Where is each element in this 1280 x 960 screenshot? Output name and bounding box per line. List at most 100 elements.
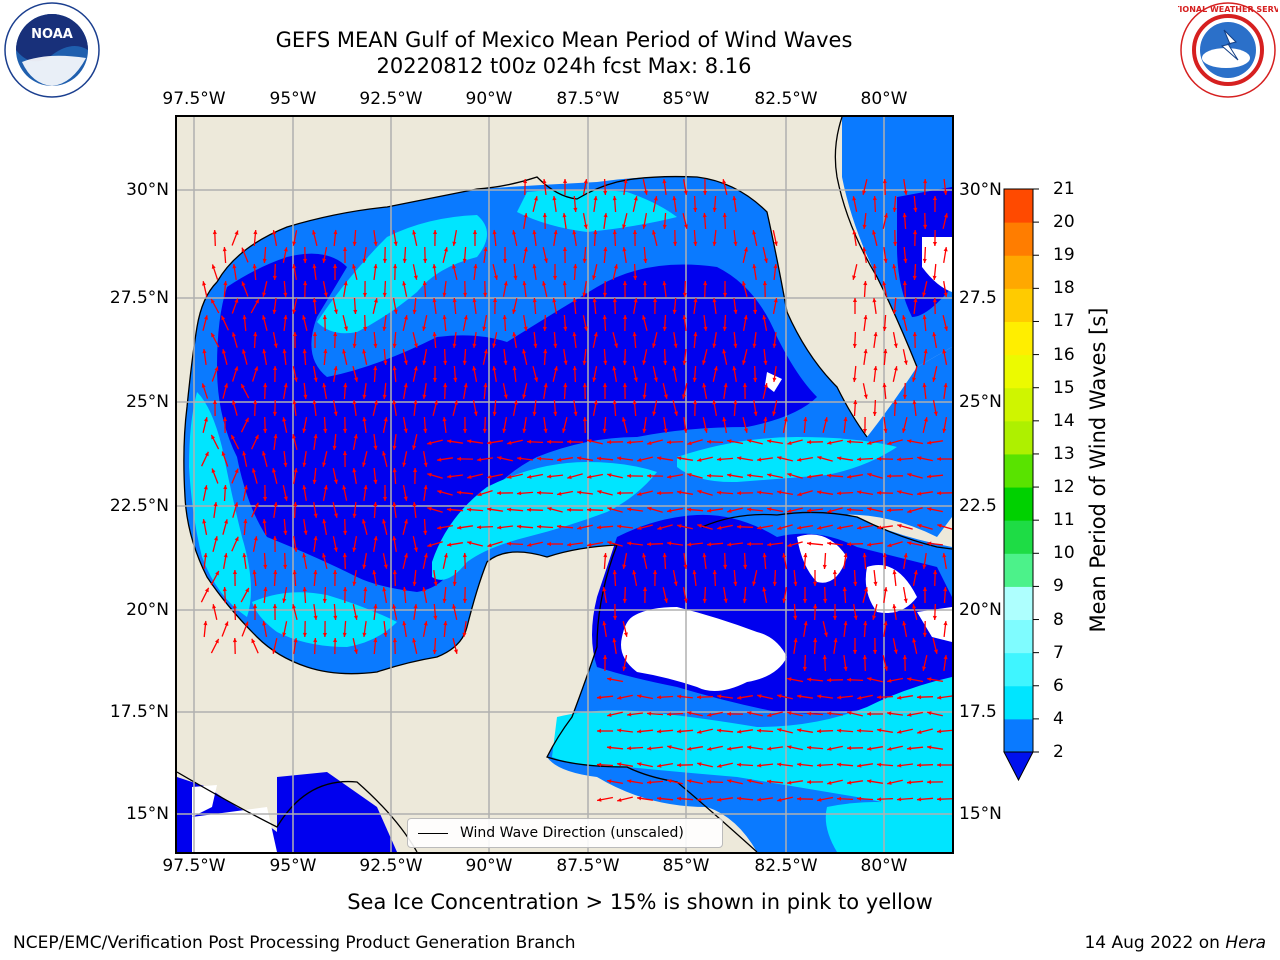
wave-direction-arrowhead [617, 762, 622, 767]
wave-direction-arrowhead [333, 230, 338, 235]
wave-direction-arrowhead [507, 507, 512, 512]
wave-direction-arrowhead [887, 711, 892, 716]
wave-direction-arrowhead [717, 797, 722, 802]
wave-direction-arrowhead [323, 292, 328, 297]
wave-direction-arrowhead [803, 417, 808, 422]
wave-direction-arrowhead [302, 632, 307, 637]
wave-direction-arrowhead [783, 417, 788, 422]
wave-direction-arrowhead [807, 440, 812, 445]
wave-direction-arrowhead [807, 780, 811, 785]
wave-direction-arrowhead [382, 587, 387, 592]
wave-direction-arrowhead [943, 587, 948, 592]
wave-direction-arrowhead [603, 190, 608, 195]
wave-direction-arrowhead [837, 491, 842, 496]
wave-direction-arrowhead [293, 502, 298, 507]
wave-direction-arrowhead [393, 241, 398, 246]
wave-direction-arrowhead [221, 451, 226, 456]
wave-direction-arrowhead [607, 473, 612, 478]
colorbar-tick-label: 15 [1053, 377, 1075, 398]
wave-direction-arrowhead [463, 383, 468, 388]
wave-direction-arrowhead [747, 542, 751, 547]
wave-direction-arrowhead [817, 729, 822, 734]
wave-direction-arrowhead [572, 332, 577, 337]
wave-direction-arrowhead [434, 400, 438, 405]
wave-direction-arrowhead [333, 638, 338, 642]
wave-direction-arrowhead [852, 343, 857, 348]
wave-direction-arrowhead [344, 326, 348, 331]
wave-direction-arrowhead [702, 553, 707, 558]
wave-direction-arrowhead [727, 473, 732, 478]
footer-credit: NCEP/EMC/Verification Post Processing Pr… [13, 933, 576, 953]
wave-direction-arrowhead [283, 496, 288, 501]
wave-direction-arrowhead [342, 632, 347, 637]
wave-direction-arrowhead [877, 762, 882, 767]
wave-direction-arrowhead [353, 434, 358, 439]
wave-direction-arrowhead [352, 581, 357, 586]
wave-direction-arrowhead [613, 616, 618, 620]
wave-direction-arrowhead [892, 264, 897, 269]
wave-direction-arrowhead [587, 474, 592, 479]
wave-direction-arrowhead [632, 332, 637, 337]
wave-direction-arrowhead [852, 377, 857, 382]
wave-direction-arrowhead [607, 712, 612, 717]
colorbar-segment [1004, 321, 1033, 356]
wave-direction-arrowhead [292, 604, 296, 609]
wave-direction-arrowhead [822, 655, 827, 660]
wave-direction-arrowhead [462, 632, 467, 637]
wave-direction-arrowhead [943, 621, 948, 626]
wave-direction-arrowhead [443, 383, 448, 388]
wave-direction-arrowhead [452, 264, 457, 269]
wave-direction-arrowhead [463, 292, 468, 297]
wave-direction-arrowhead [872, 298, 877, 303]
wave-direction-arrowhead [793, 581, 798, 586]
wave-direction-arrowhead [433, 230, 438, 234]
wave-direction-arrowhead [827, 711, 832, 716]
wave-direction-arrowhead [427, 543, 432, 548]
wave-direction-arrowhead [627, 507, 632, 512]
wave-direction-arrowhead [682, 315, 687, 320]
wave-direction-arrowhead [534, 377, 538, 382]
wave-direction-arrowhead [943, 292, 948, 297]
wave-direction-arrowhead [293, 638, 298, 643]
wave-direction-arrowhead [807, 474, 812, 479]
wave-direction-arrowhead [933, 411, 938, 416]
wave-direction-arrowhead [653, 570, 658, 574]
y-tick-label: 27.5 [959, 288, 997, 308]
wave-direction-arrowhead [253, 400, 258, 405]
wave-direction-arrowhead [857, 728, 862, 733]
wave-direction-arrowhead [413, 400, 418, 405]
wave-direction-arrowhead [252, 264, 257, 269]
wave-direction-arrowhead [402, 258, 407, 263]
wave-direction-arrowhead [752, 343, 757, 348]
wave-direction-arrowhead [427, 441, 432, 445]
wave-direction-arrowhead [643, 190, 648, 195]
pacific-water [277, 772, 397, 852]
wave-direction-arrowhead [917, 695, 922, 700]
wave-direction-arrowhead [867, 746, 872, 751]
wave-direction-arrowhead [232, 604, 237, 609]
wave-direction-arrowhead [607, 541, 612, 545]
map-legend: Wind Wave Direction (unscaled) [407, 818, 723, 848]
wave-direction-arrowhead [527, 542, 532, 547]
wave-direction-arrowhead [867, 472, 872, 477]
wave-direction-arrowhead [241, 247, 246, 253]
wave-direction-arrowhead [767, 542, 772, 547]
wave-direction-arrowhead [743, 315, 748, 320]
wave-direction-arrowhead [452, 298, 457, 303]
masked-region [917, 607, 952, 642]
wave-direction-arrowhead [463, 429, 468, 433]
x-tick-label: 87.5°W [556, 89, 620, 109]
wave-direction-arrowhead [343, 281, 348, 286]
wave-direction-arrowhead [552, 298, 557, 303]
wave-direction-arrowhead [442, 315, 447, 320]
wave-direction-arrowhead [647, 780, 652, 785]
wave-direction-arrowhead [772, 581, 777, 586]
wave-direction-arrowhead [503, 281, 508, 286]
wave-direction-arrowhead [697, 729, 702, 734]
wave-direction-arrowhead [817, 694, 822, 699]
wave-direction-arrowhead [333, 332, 338, 337]
wave-direction-arrowhead [472, 343, 477, 348]
wave-direction-arrowhead [432, 378, 437, 382]
wave-direction-arrowhead [572, 230, 577, 235]
wave-direction-arrowhead [203, 553, 208, 558]
